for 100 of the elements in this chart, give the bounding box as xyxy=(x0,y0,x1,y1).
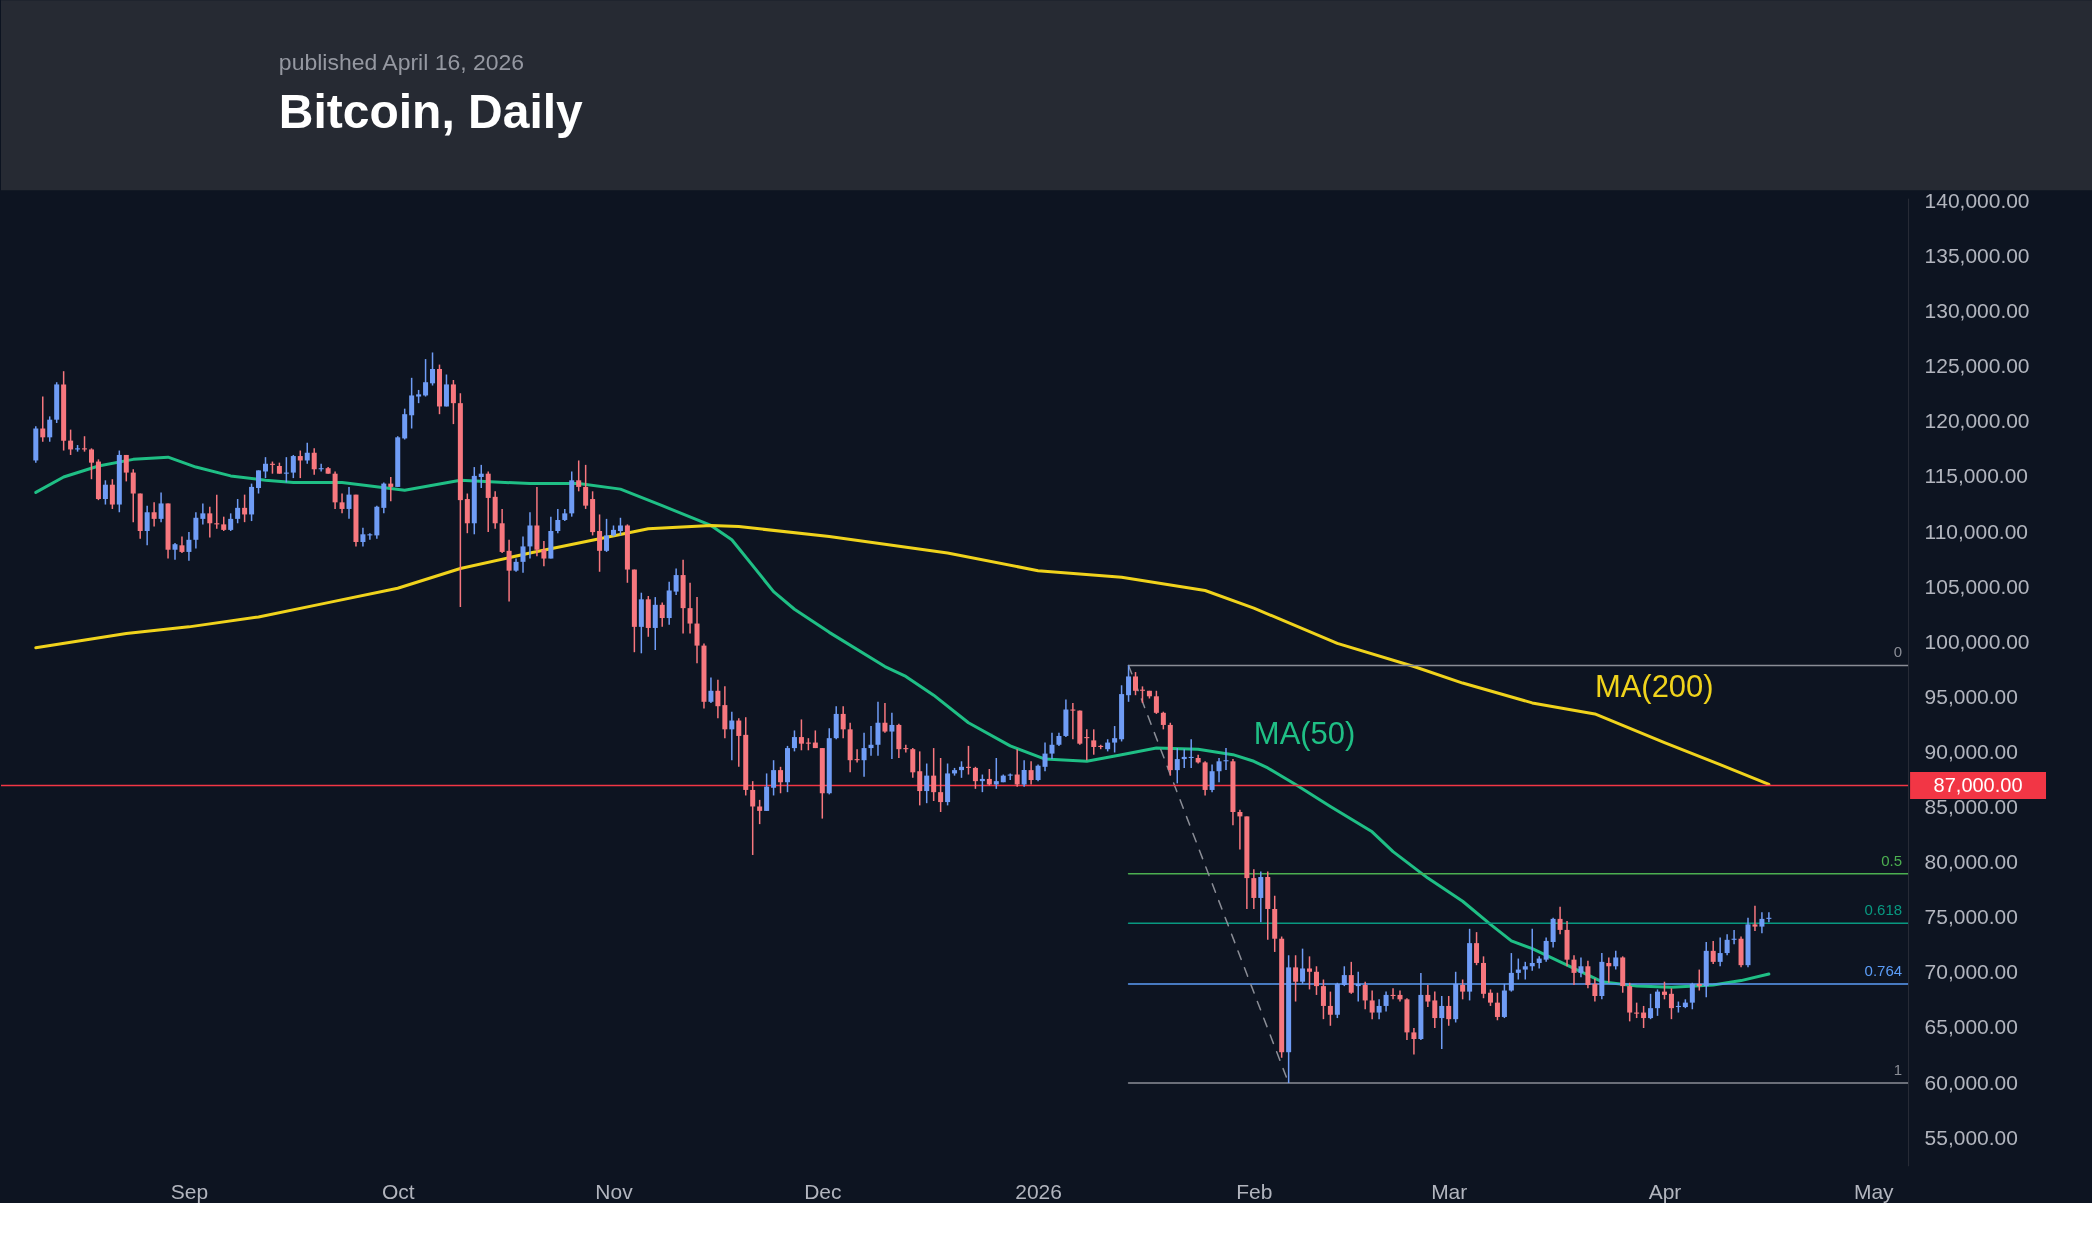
candlestick xyxy=(1648,993,1654,1020)
candlestick xyxy=(88,447,94,480)
candlestick xyxy=(339,492,345,515)
y-tick-label: 135,000.00 xyxy=(1924,244,2030,268)
candlestick xyxy=(715,679,721,720)
candlestick xyxy=(1348,961,1354,995)
candlestick xyxy=(256,469,262,495)
candlestick xyxy=(1411,1027,1417,1056)
candlestick xyxy=(1578,956,1584,979)
candlestick xyxy=(778,766,784,795)
candlestick xyxy=(1174,747,1180,785)
candlestick xyxy=(604,518,610,553)
candlestick xyxy=(1237,809,1243,851)
candlestick xyxy=(1251,868,1257,910)
candlestick xyxy=(1258,870,1264,923)
candlestick xyxy=(1432,990,1438,1029)
series-label: 1 xyxy=(1893,1061,1903,1079)
candlestick xyxy=(423,358,429,398)
candlestick xyxy=(1668,987,1674,1020)
series-label: 0.764 xyxy=(1864,961,1903,979)
candlestick xyxy=(1369,989,1375,1020)
candlestick xyxy=(1550,917,1556,949)
candlestick xyxy=(47,415,53,443)
candlestick xyxy=(1307,955,1313,991)
candlestick xyxy=(1696,968,1702,992)
candlestick xyxy=(102,479,108,506)
candlestick xyxy=(583,464,589,510)
candlestick xyxy=(443,373,449,408)
candlestick xyxy=(360,526,366,548)
series-label: MA(200) xyxy=(1594,668,1714,704)
candlestick xyxy=(840,705,846,739)
candlestick xyxy=(1557,906,1563,936)
y-tick-label: 95,000.00 xyxy=(1924,684,2018,708)
candlestick xyxy=(1313,965,1319,996)
candlestick xyxy=(1112,725,1118,754)
candlestick xyxy=(430,351,436,387)
candlestick xyxy=(297,449,303,479)
candlestick xyxy=(687,582,693,635)
candlestick xyxy=(1494,991,1500,1022)
y-tick-label: 110,000.00 xyxy=(1924,519,2028,543)
candlestick xyxy=(1592,977,1598,1003)
candlestick xyxy=(158,491,164,523)
candlestick xyxy=(1327,990,1333,1027)
y-tick-label: 105,000.00 xyxy=(1924,574,2030,598)
candlestick xyxy=(1049,731,1055,760)
chart-subtitle: published April 16, 2026 xyxy=(278,49,525,76)
x-tick-label: Nov xyxy=(595,1180,634,1204)
candlestick xyxy=(1216,757,1222,783)
candlestick xyxy=(1014,748,1020,788)
candlestick xyxy=(771,759,777,797)
y-tick-label: 130,000.00 xyxy=(1924,299,2030,323)
candlestick xyxy=(1376,998,1382,1020)
y-tick-label: 70,000.00 xyxy=(1924,960,2018,984)
candlestick xyxy=(917,750,923,807)
candlestick xyxy=(875,701,881,757)
candlestick xyxy=(1300,947,1306,985)
candlestick xyxy=(1439,995,1445,1050)
y-tick-label: 120,000.00 xyxy=(1924,409,2030,433)
candlestick xyxy=(972,766,978,790)
candlestick xyxy=(555,508,561,534)
candlestick xyxy=(262,456,268,479)
candlestick xyxy=(1460,978,1466,1001)
candlestick xyxy=(450,379,456,425)
y-tick-label: 65,000.00 xyxy=(1924,1015,2018,1039)
ref-line-label: 87,000.00 xyxy=(1933,773,2023,796)
candlestick xyxy=(1571,954,1577,986)
candlestick xyxy=(597,513,603,573)
candlestick xyxy=(193,511,199,550)
candlestick xyxy=(1710,940,1716,965)
candlestick xyxy=(673,567,679,596)
candlestick xyxy=(1383,990,1389,1013)
candlestick xyxy=(1724,933,1730,956)
candlestick xyxy=(1028,760,1034,786)
candlestick xyxy=(757,799,763,825)
candlestick xyxy=(659,601,665,628)
candlestick xyxy=(409,377,415,430)
candlestick xyxy=(130,468,136,523)
x-tick-label: Oct xyxy=(381,1180,415,1204)
candlestick xyxy=(541,540,547,567)
y-tick-label: 75,000.00 xyxy=(1924,905,2018,929)
y-tick-label: 140,000.00 xyxy=(1924,189,2030,212)
candlestick xyxy=(1355,971,1361,1003)
candlestick xyxy=(290,454,296,479)
candlestick xyxy=(527,511,533,560)
candlestick xyxy=(40,395,46,443)
candlestick xyxy=(1126,664,1132,703)
candlestick xyxy=(200,502,206,526)
candlestick xyxy=(1091,728,1097,756)
candlestick xyxy=(1181,748,1187,769)
candlestick xyxy=(151,501,157,528)
candlestick xyxy=(910,747,916,779)
y-tick-label: 90,000.00 xyxy=(1924,739,2018,763)
candlestick xyxy=(1689,982,1695,1010)
candlestick xyxy=(736,717,742,768)
x-tick-label: May xyxy=(1853,1180,1895,1204)
candlestick xyxy=(798,718,804,752)
candlestick xyxy=(708,676,714,704)
y-tick-label: 125,000.00 xyxy=(1924,354,2030,378)
candlestick xyxy=(1320,978,1326,1020)
candlestick xyxy=(506,539,512,603)
